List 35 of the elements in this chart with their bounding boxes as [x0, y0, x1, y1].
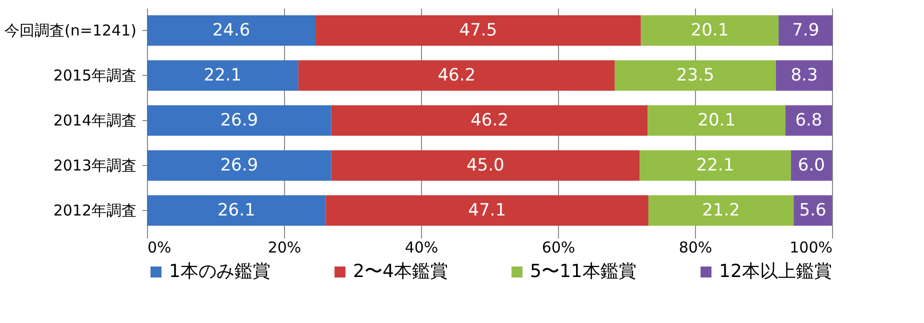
- data-label: 46.2: [470, 110, 508, 130]
- y-tick-label: 今回調査(n=1241): [4, 22, 136, 40]
- y-tick-label: 2015年調査: [53, 66, 136, 84]
- x-tick-label: 20%: [268, 238, 302, 256]
- data-label: 20.1: [690, 20, 729, 40]
- data-label: 26.9: [220, 110, 258, 130]
- data-label: 46.2: [438, 66, 476, 86]
- data-label: 24.6: [212, 20, 250, 40]
- data-label: 26.1: [217, 200, 256, 220]
- x-tick-label: 100%: [790, 238, 832, 256]
- legend-label: 2〜4本鑑賞: [353, 261, 448, 282]
- legend-label: 12本以上鑑賞: [719, 261, 832, 282]
- data-label: 5.6: [799, 200, 826, 220]
- data-label: 22.1: [696, 156, 734, 176]
- legend-label: 1本のみ鑑賞: [169, 261, 270, 282]
- data-label: 21.2: [702, 200, 740, 220]
- data-label: 22.1: [204, 66, 242, 86]
- y-tick-label: 2012年調査: [53, 202, 136, 220]
- data-label: 23.5: [676, 66, 714, 86]
- data-label: 6.0: [798, 156, 825, 176]
- data-label: 8.3: [790, 66, 818, 86]
- data-label: 47.5: [459, 20, 498, 40]
- data-label: 26.9: [220, 156, 258, 176]
- legend-label: 5〜11本鑑賞: [530, 261, 636, 282]
- data-label: 7.9: [792, 20, 820, 40]
- y-tick-label: 2014年調査: [53, 112, 136, 130]
- data-label: 45.0: [466, 156, 504, 176]
- x-tick-label: 40%: [404, 238, 438, 256]
- data-label: 6.8: [795, 110, 822, 130]
- x-tick-label: 60%: [542, 238, 576, 256]
- x-tick-label: 80%: [678, 238, 712, 256]
- x-tick-label: 0%: [148, 238, 172, 256]
- data-label: 20.1: [698, 110, 736, 130]
- y-tick-label: 2013年調査: [53, 156, 136, 174]
- data-label: 47.1: [468, 200, 506, 220]
